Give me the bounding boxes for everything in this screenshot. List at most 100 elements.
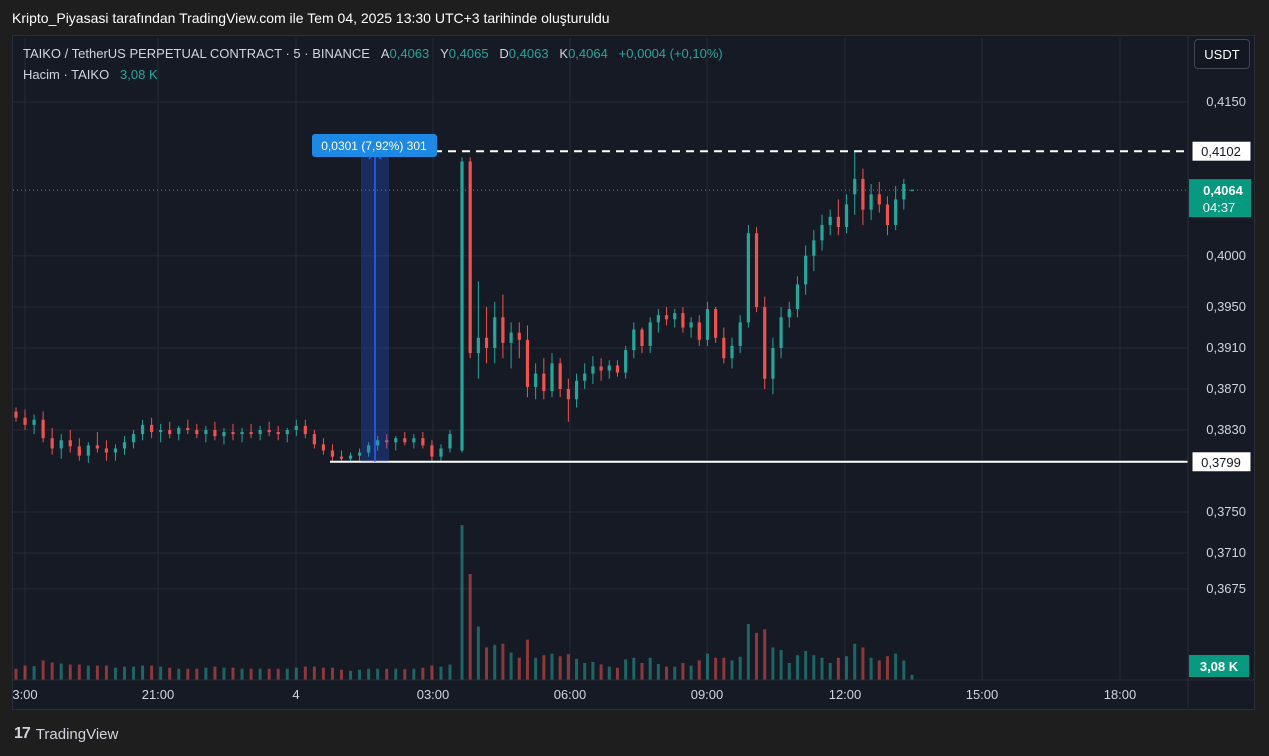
y-tick-label: 0,3870 [1206,381,1246,396]
candle-body [828,216,832,225]
open-key: A [380,46,390,61]
symbol-name[interactable]: TAIKO / TetherUS PERPETUAL CONTRACT · 5 … [23,46,370,61]
candle-body [542,373,546,392]
volume-bar [204,667,208,680]
volume-bar [599,664,603,680]
volume-bar [104,665,108,680]
candle-body [249,432,253,435]
chart-frame[interactable] [12,35,1255,710]
candle-body [664,315,669,320]
countdown-label: 04:37 [1203,200,1236,215]
candle-body [558,363,562,389]
y-tick-label: 0,3830 [1206,422,1246,437]
tradingview-logo[interactable]: 17 TradingView [14,725,118,743]
candle-body [566,389,570,400]
volume-bar [820,657,824,680]
candle-body [632,329,636,351]
volume-bar [894,653,898,680]
volume-bar [853,643,857,680]
volume-bar [321,667,325,680]
price-line-label: 0,3799 [1201,455,1241,470]
candle-body [122,442,127,449]
candle-body [844,204,849,228]
candle-body [376,440,380,446]
volume-bar [624,659,628,680]
volume-layer [14,525,914,680]
volume-bar [240,668,244,680]
volume-bar [41,660,45,680]
candle-body [501,317,505,343]
candle-body [150,424,154,433]
volume-bar [525,639,529,680]
candle-body [321,444,326,451]
currency-button[interactable]: USDT [1194,39,1250,69]
candle-body [439,448,443,457]
candle-body [339,456,344,459]
candle-body [41,419,45,439]
candle-body [32,419,36,425]
volume-bar [910,674,914,680]
volume-bar [869,657,873,680]
volume-bar [902,660,906,680]
volume-bar [877,660,881,680]
candle-body [59,440,63,449]
candle-body [583,373,587,381]
volume-bar [476,626,480,680]
volume-bar [59,663,63,680]
x-tick-label: 09:00 [691,687,724,702]
volume-bar [795,655,799,680]
candle-body [722,337,726,359]
volume-bar [168,667,172,680]
candle-body [448,434,452,449]
volume-bar [14,668,18,680]
snapshot-title: Kripto_Piyasasi tarafından TradingView.c… [12,10,610,26]
volume-bar [771,647,775,680]
volume-bar [150,665,154,680]
volume-header[interactable]: Hacim · TAIKO 3,08 K [23,67,158,82]
candle-body [648,322,652,346]
y-tick-label: 0,4150 [1206,94,1246,109]
volume-bar [722,657,726,680]
candle-body [468,161,472,354]
candle-body [853,178,857,195]
symbol-header[interactable]: TAIKO / TetherUS PERPETUAL CONTRACT · 5 … [23,46,723,61]
volume-bar [258,668,262,680]
volume-bar [755,632,759,680]
volume-bar [714,657,718,680]
volume-bar [550,653,554,680]
y-tick-label: 0,3950 [1206,299,1246,314]
volume-bar [534,657,538,680]
volume-label: Hacim · TAIKO [23,67,110,82]
volume-bar [376,668,380,680]
candle-body [213,430,217,437]
candle-body [730,345,734,359]
volume-bar [779,650,783,680]
candle-body [550,363,554,392]
volume-bar [836,657,840,680]
volume-bar [591,661,595,680]
volume-bar [403,669,407,680]
candle-body [754,233,759,307]
y-tick-label: 0,3750 [1206,504,1246,519]
volume-bar [673,666,677,680]
tradingview-icon: 17 [14,725,31,742]
high-key: Y [440,46,449,61]
candle-body [222,432,226,437]
volume-bar [421,667,425,680]
volume-bar [86,665,90,680]
candle-body [14,411,18,418]
price-line-label: 0,4102 [1201,144,1241,159]
candle-body [656,315,660,323]
candle-body [348,455,353,459]
candle-body [599,366,603,371]
volume-bar [448,664,452,680]
measure-badge [312,134,437,157]
volume-bar [583,663,587,680]
volume-tag-label: 3,08 K [1200,659,1239,674]
volume-bar [430,665,434,680]
volume-bar [828,663,832,680]
candle-body [771,348,775,379]
volume-bar [249,668,253,680]
candle-body [640,329,644,346]
